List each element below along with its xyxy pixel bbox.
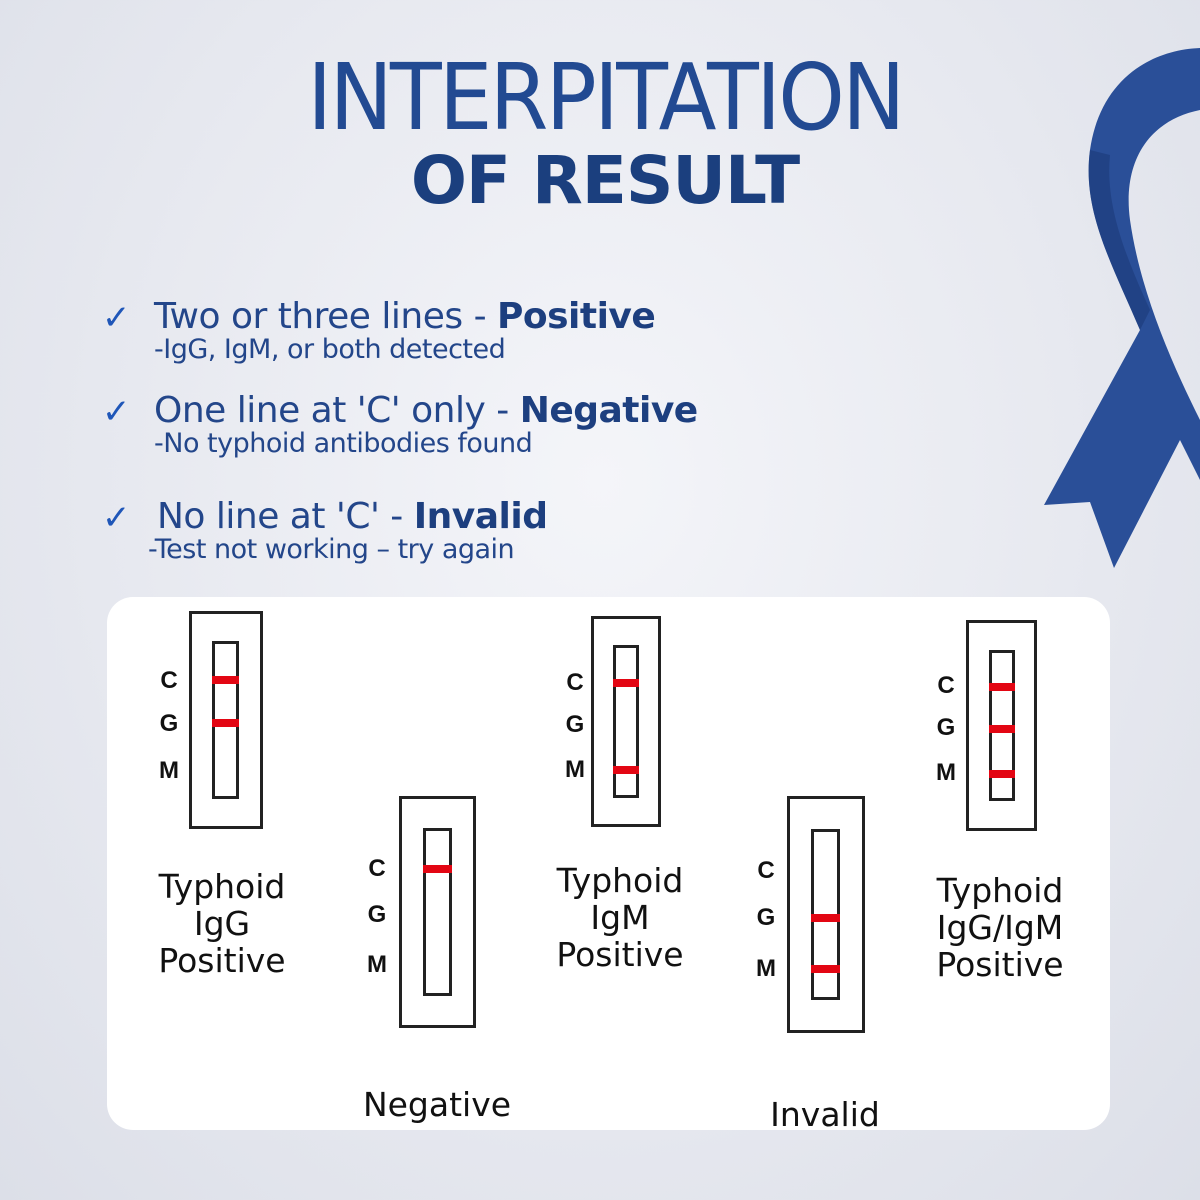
awareness-ribbon: [1044, 48, 1200, 568]
zone-label-m: M: [936, 759, 956, 786]
band-c: [989, 683, 1015, 691]
zone-label-g: G: [367, 901, 387, 928]
band-g: [811, 914, 840, 922]
cassette-body: [966, 620, 1037, 831]
cassette-body: [591, 616, 661, 827]
zone-label-g: G: [159, 710, 179, 737]
band-c: [423, 865, 452, 873]
zone-label-c: C: [368, 855, 386, 882]
zone-label-m: M: [367, 951, 387, 978]
band-m: [613, 766, 639, 774]
zone-label-m: M: [756, 955, 776, 982]
cassette-caption: Typhoid IgM Positive: [556, 861, 684, 974]
criterion-detail: -No typhoid antibodies found: [154, 428, 533, 459]
cassette-caption: Invalid: [770, 1095, 880, 1134]
criterion-result: Negative: [519, 390, 699, 431]
criterion-detail: -Test not working – try again: [148, 534, 515, 565]
criterion-detail: -IgG, IgM, or both detected: [154, 334, 506, 365]
band-c: [212, 676, 239, 684]
check-icon: ✓: [102, 298, 131, 338]
zone-label-c: C: [160, 667, 178, 694]
criterion-result: Positive: [497, 296, 656, 337]
band-g: [989, 725, 1015, 733]
band-c: [613, 679, 639, 687]
band-g: [212, 719, 239, 727]
criterion-result: Invalid: [413, 496, 548, 537]
zone-label-c: C: [937, 672, 955, 699]
check-icon: ✓: [102, 392, 131, 432]
band-m: [811, 965, 840, 973]
result-window: [613, 645, 639, 798]
check-icon: ✓: [102, 498, 131, 538]
zone-label-g: G: [565, 711, 585, 738]
zone-label-c: C: [757, 857, 775, 884]
result-window: [423, 828, 452, 996]
criterion-text: No line at 'C' -: [157, 496, 414, 537]
results-panel: [107, 597, 1110, 1130]
band-m: [989, 770, 1015, 778]
criterion-text: Two or three lines -: [154, 296, 497, 337]
zone-label-g: G: [936, 714, 956, 741]
criterion-text: One line at 'C' only -: [154, 390, 520, 431]
title-line-1: INTERPITATION: [307, 44, 905, 151]
cassette-body: [787, 796, 865, 1033]
cassette-body: [399, 796, 476, 1028]
cassette-caption: Typhoid IgG Positive: [158, 867, 286, 980]
zone-label-c: C: [566, 669, 584, 696]
title-line-2: OF RESULT: [410, 142, 800, 219]
cassette-caption: Typhoid IgG/IgM Positive: [936, 871, 1064, 984]
cassette-body: [189, 611, 263, 829]
zone-label-m: M: [565, 756, 585, 783]
zone-label-m: M: [159, 757, 179, 784]
zone-label-g: G: [756, 904, 776, 931]
cassette-caption: Negative: [362, 1085, 512, 1124]
